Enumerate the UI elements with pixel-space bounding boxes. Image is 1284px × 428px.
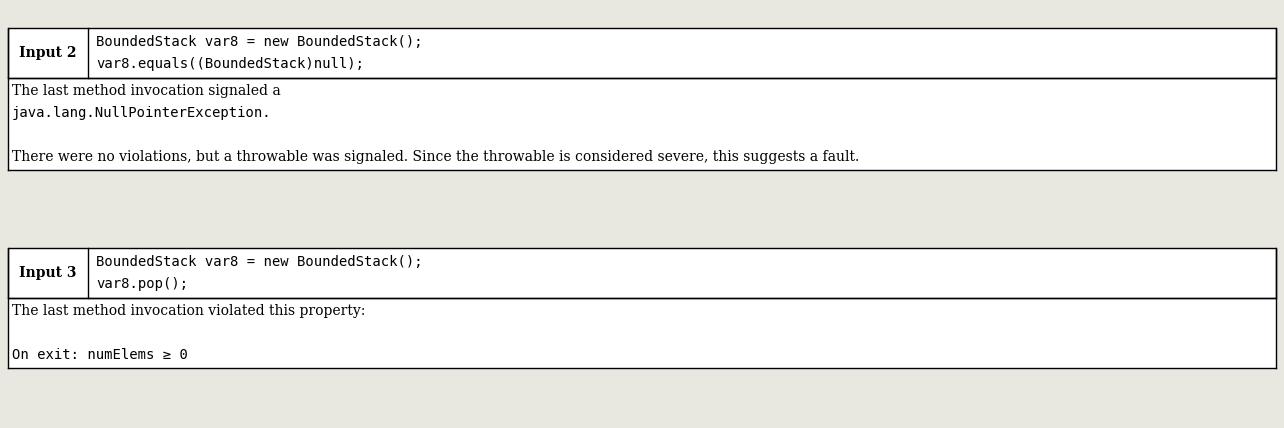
Text: The last method invocation violated this property:: The last method invocation violated this… bbox=[12, 304, 366, 318]
Text: There were no violations, but a throwable was signaled. Since the throwable is c: There were no violations, but a throwabl… bbox=[12, 150, 859, 164]
Text: java.lang.NullPointerException.: java.lang.NullPointerException. bbox=[12, 106, 272, 120]
Bar bbox=[8, 78, 1276, 170]
Text: The last method invocation signaled a: The last method invocation signaled a bbox=[12, 84, 281, 98]
Bar bbox=[8, 28, 1276, 78]
Text: BoundedStack var8 = new BoundedStack();: BoundedStack var8 = new BoundedStack(); bbox=[96, 255, 422, 269]
Text: BoundedStack var8 = new BoundedStack();: BoundedStack var8 = new BoundedStack(); bbox=[96, 35, 422, 49]
Text: Input 2: Input 2 bbox=[19, 46, 77, 60]
Text: var8.pop();: var8.pop(); bbox=[96, 277, 189, 291]
Bar bbox=[8, 248, 1276, 298]
Bar bbox=[8, 298, 1276, 368]
Text: Input 3: Input 3 bbox=[19, 266, 77, 280]
Text: var8.equals((BoundedStack)null);: var8.equals((BoundedStack)null); bbox=[96, 57, 363, 71]
Text: On exit: numElems ≥ 0: On exit: numElems ≥ 0 bbox=[12, 348, 187, 362]
